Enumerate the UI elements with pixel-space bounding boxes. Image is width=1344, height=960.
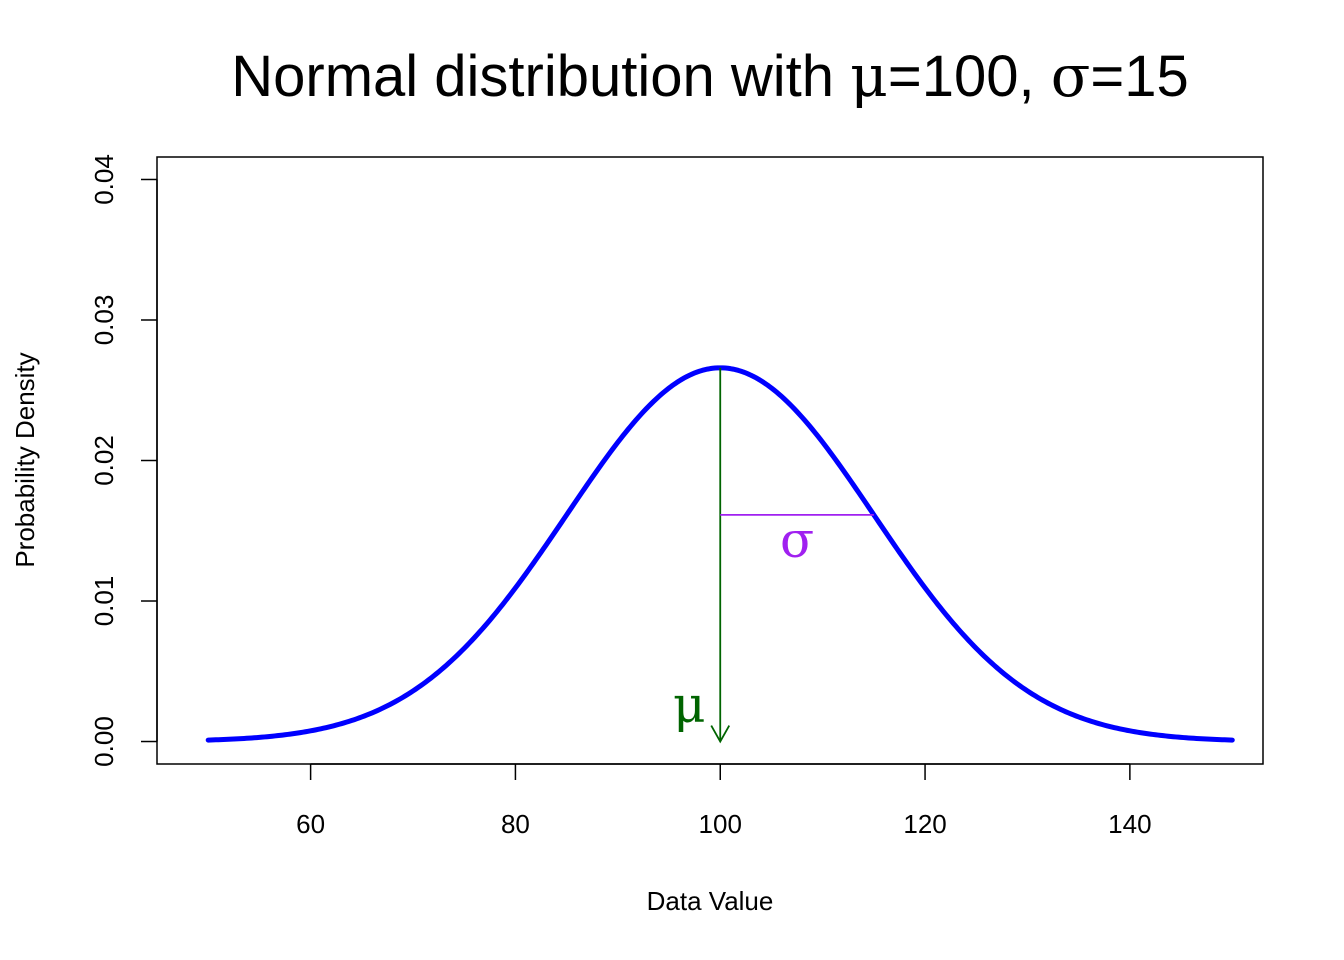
title-prefix: Normal distribution with [231, 44, 850, 109]
title-mid: =100, [888, 44, 1051, 109]
y-axis-label: Probability Density [10, 352, 40, 567]
plot-frame [156, 156, 1264, 765]
x-tick-label: 60 [296, 809, 325, 839]
y-tick-label: 0.03 [89, 295, 119, 346]
y-tick-label: 0.01 [89, 576, 119, 627]
title-suffix: =15 [1090, 44, 1188, 109]
mu-arrow-head [710, 725, 731, 744]
y-axis: 0.00 0.01 0.02 0.03 0.04 [89, 154, 158, 767]
x-tick-label: 80 [501, 809, 530, 839]
y-tick-label: 0.00 [89, 716, 119, 767]
title-sigma-symbol: σ [1051, 42, 1091, 110]
x-axis-label: Data Value [647, 886, 774, 916]
x-axis: 60 80 100 120 140 [296, 763, 1152, 839]
x-tick-label: 120 [903, 809, 946, 839]
mu-label: μ [673, 676, 706, 734]
title-mu-symbol: μ [850, 42, 888, 110]
x-tick-label: 140 [1108, 809, 1151, 839]
y-tick-label: 0.02 [89, 435, 119, 486]
annotation-layer: μσ [673, 367, 874, 744]
sigma-label: σ [780, 511, 814, 569]
x-tick-label: 100 [699, 809, 742, 839]
chart-title: Normal distribution with μ=100, σ=15 [231, 42, 1188, 110]
y-tick-label: 0.04 [89, 154, 119, 205]
